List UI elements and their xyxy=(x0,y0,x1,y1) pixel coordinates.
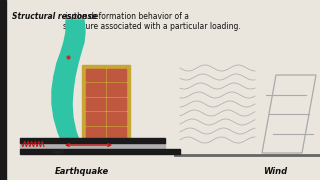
Text: $u_g(t)$: $u_g(t)$ xyxy=(52,148,65,158)
Bar xyxy=(86,127,105,139)
Bar xyxy=(82,65,130,143)
Text: Earthquake: Earthquake xyxy=(55,167,109,176)
Text: is the deformation behavior of a
structure associated with a particular loading.: is the deformation behavior of a structu… xyxy=(63,12,241,31)
Bar xyxy=(0,0,6,180)
Bar xyxy=(86,98,105,110)
Polygon shape xyxy=(52,20,85,142)
Bar xyxy=(107,69,126,81)
Bar xyxy=(107,112,126,125)
Bar xyxy=(107,83,126,96)
Bar xyxy=(20,138,165,143)
Bar xyxy=(20,149,180,154)
Bar xyxy=(86,83,105,96)
Text: Structural response: Structural response xyxy=(12,12,97,21)
Bar xyxy=(20,142,165,149)
Bar xyxy=(107,127,126,139)
Bar xyxy=(107,98,126,110)
Bar xyxy=(86,69,105,81)
Text: Wind: Wind xyxy=(263,167,287,176)
Bar xyxy=(86,112,105,125)
